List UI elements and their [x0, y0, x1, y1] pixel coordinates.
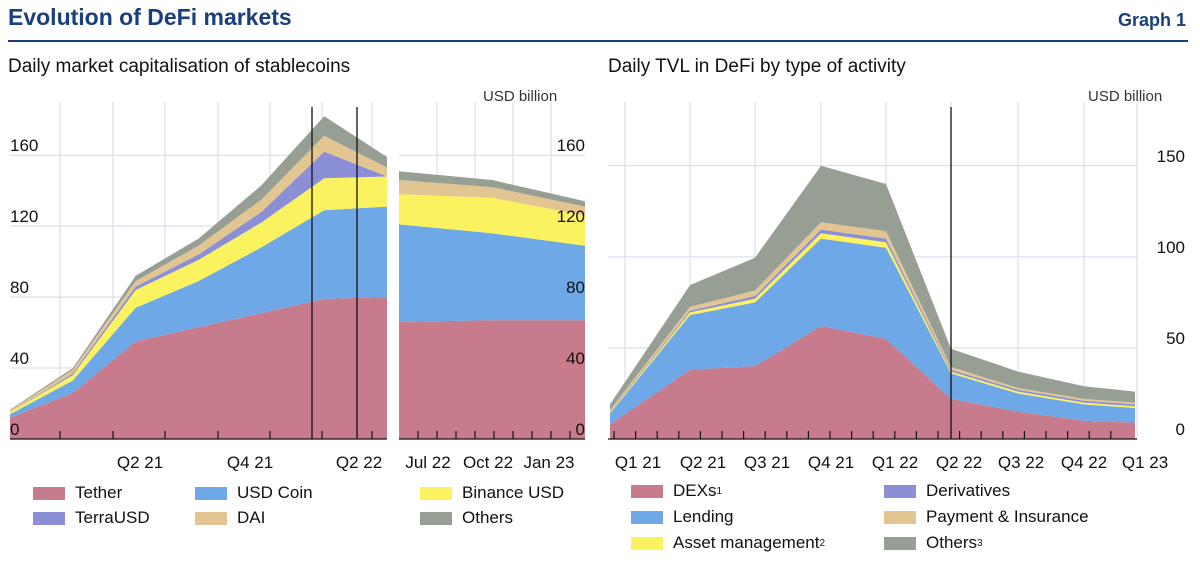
right-legend-others-label: Others	[926, 533, 978, 552]
right-area-others	[610, 165, 1135, 410]
left-x-tick-label: Jul 22	[405, 453, 450, 472]
left-area-tether	[10, 297, 387, 439]
left-area-others	[10, 116, 387, 411]
right-legend-asset-management-note: 2	[819, 537, 826, 549]
left-y-tick-label-right: 80	[566, 278, 585, 297]
left-legend-terrausd-swatch	[33, 511, 65, 525]
left-legend-dai-label: DAI	[237, 508, 266, 527]
left-chart-unit: USD billion	[483, 88, 558, 105]
left-x-tick-label: Oct 22	[463, 453, 513, 472]
left-area-tether	[399, 320, 585, 439]
left-legend-others-swatch	[420, 511, 452, 525]
left-legend-binance-usd: Binance USD	[420, 483, 564, 503]
left-area-others	[399, 171, 585, 207]
right-x-tick-label: Q4 22	[1061, 453, 1107, 472]
left-legend-tether: Tether	[33, 483, 122, 503]
right-y-tick-label: 50	[1166, 329, 1185, 348]
left-x-tick-label: Q4 21	[227, 453, 273, 472]
right-legend-dexs-label: DEXs	[673, 481, 717, 500]
left-area-usd-coin	[399, 224, 585, 322]
right-legend-asset-management: Asset management 2	[631, 533, 825, 553]
left-x-tick-label: Q2 21	[117, 453, 163, 472]
left-y-tick-label-right: 0	[576, 420, 585, 439]
left-chart-title: Daily market capitalisation of stablecoi…	[8, 56, 351, 77]
left-legend-tether-swatch	[33, 486, 65, 500]
left-y-tick-label-right: 120	[557, 207, 585, 226]
right-legend-dexs: DEXs 1	[631, 481, 722, 501]
left-legend-dai: DAI	[195, 508, 265, 528]
left-legend-dai-swatch	[195, 511, 227, 525]
left-legend-usd-coin: USD Coin	[195, 483, 313, 503]
graph-label: Graph 1	[1117, 10, 1186, 30]
right-y-tick-label: 100	[1157, 238, 1185, 257]
right-x-tick-label: Q3 21	[744, 453, 790, 472]
right-legend-payment-insurance-label: Payment & Insurance	[926, 507, 1089, 526]
left-legend-terrausd-label: TerraUSD	[75, 508, 150, 527]
left-y-tick-label-right: 40	[566, 349, 585, 368]
page-title: Evolution of DeFi markets	[8, 4, 292, 30]
right-x-tick-label: Q2 21	[680, 453, 726, 472]
right-legend-others-note: 3	[977, 537, 983, 549]
right-legend-dexs-note: 1	[716, 485, 723, 497]
right-legend-dexs-swatch	[631, 484, 663, 498]
left-y-tick-label: 120	[10, 207, 38, 226]
right-y-tick-label: 0	[1176, 420, 1185, 439]
right-x-tick-label: Q1 22	[872, 453, 918, 472]
right-legend-derivatives-swatch	[884, 484, 916, 498]
right-legend-asset-management-label: Asset management	[673, 533, 820, 552]
left-legend-usd-coin-swatch	[195, 486, 227, 500]
left-x-tick-label: Q2 22	[336, 453, 382, 472]
left-y-tick-label: 0	[10, 420, 19, 439]
left-legend-binance-usd-label: Binance USD	[462, 483, 565, 502]
right-area-lending	[610, 238, 1135, 425]
right-x-tick-label: Q4 21	[808, 453, 854, 472]
left-legend-others-label: Others	[462, 508, 514, 527]
left-x-tick-label: Jan 23	[523, 453, 574, 472]
right-legend-derivatives: Derivatives	[884, 481, 1010, 501]
right-legend-others-swatch	[884, 536, 916, 550]
left-area-binance-usd	[399, 194, 585, 246]
right-legend-asset-management-swatch	[631, 536, 663, 550]
right-x-tick-label: Q3 22	[998, 453, 1044, 472]
left-legend-terrausd: TerraUSD	[33, 508, 150, 528]
right-legend-derivatives-label: Derivatives	[926, 481, 1011, 500]
right-legend-others: Others 3	[884, 533, 983, 553]
left-legend-tether-label: Tether	[75, 483, 123, 502]
right-chart-unit: USD billion	[1088, 88, 1163, 105]
left-legend-others: Others	[420, 508, 513, 528]
right-legend-payment-insurance: Payment & Insurance	[884, 507, 1089, 527]
left-legend-usd-coin-label: USD Coin	[237, 483, 313, 502]
right-y-tick-label: 150	[1157, 147, 1185, 166]
left-area-dai	[399, 180, 585, 216]
right-area-dexs	[610, 326, 1135, 439]
right-x-tick-label: Q1 23	[1122, 453, 1168, 472]
right-legend-lending-swatch	[631, 510, 663, 524]
left-area-binance-usd	[10, 176, 387, 415]
right-legend-lending: Lending	[631, 507, 734, 527]
left-y-tick-label: 80	[10, 278, 29, 297]
right-x-tick-label: Q2 22	[936, 453, 982, 472]
left-area-usd-coin	[10, 206, 387, 418]
right-chart-title: Daily TVL in DeFi by type of activity	[608, 56, 906, 77]
left-y-tick-label: 160	[10, 136, 38, 155]
right-legend-payment-insurance-swatch	[884, 510, 916, 524]
header-rule	[8, 40, 1188, 42]
right-x-tick-label: Q1 21	[615, 453, 661, 472]
left-y-tick-label-right: 160	[557, 136, 585, 155]
left-y-tick-label: 40	[10, 349, 29, 368]
right-legend-lending-label: Lending	[673, 507, 734, 526]
left-legend-binance-usd-swatch	[420, 486, 452, 500]
